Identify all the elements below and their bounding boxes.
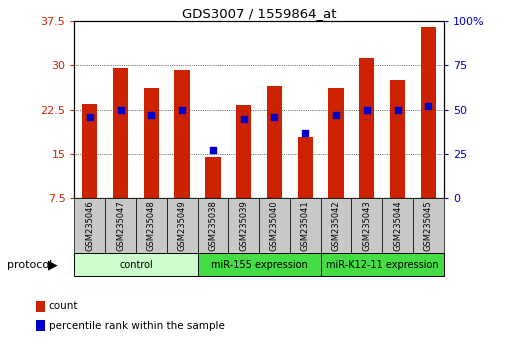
Text: GSM235041: GSM235041 xyxy=(301,200,310,251)
Bar xyxy=(328,88,344,198)
Bar xyxy=(174,70,190,198)
Point xyxy=(209,148,217,153)
Bar xyxy=(267,86,282,198)
Text: GSM235042: GSM235042 xyxy=(331,200,341,251)
Bar xyxy=(321,253,444,276)
Text: GSM235049: GSM235049 xyxy=(177,200,187,251)
Bar xyxy=(167,198,198,253)
Text: GSM235047: GSM235047 xyxy=(116,200,125,251)
Bar xyxy=(198,253,321,276)
Text: GSM235046: GSM235046 xyxy=(85,200,94,251)
Text: percentile rank within the sample: percentile rank within the sample xyxy=(49,321,225,331)
Text: miR-K12-11 expression: miR-K12-11 expression xyxy=(326,259,439,270)
Point xyxy=(301,130,309,136)
Bar xyxy=(321,198,351,253)
Text: GSM235039: GSM235039 xyxy=(239,200,248,251)
Point xyxy=(363,107,371,113)
Bar xyxy=(198,198,228,253)
Text: GSM235043: GSM235043 xyxy=(362,200,371,251)
Bar xyxy=(136,198,167,253)
Text: GSM235038: GSM235038 xyxy=(208,200,218,251)
Point xyxy=(424,103,432,109)
Bar xyxy=(228,198,259,253)
Bar xyxy=(205,157,221,198)
Text: GSM235040: GSM235040 xyxy=(270,200,279,251)
Point xyxy=(86,114,94,120)
Text: miR-155 expression: miR-155 expression xyxy=(211,259,307,270)
Point xyxy=(270,114,279,120)
Text: ▶: ▶ xyxy=(48,258,57,271)
Bar xyxy=(382,198,413,253)
Bar xyxy=(236,105,251,198)
Point xyxy=(147,112,155,118)
Bar xyxy=(144,88,159,198)
Text: protocol: protocol xyxy=(7,260,52,270)
Bar xyxy=(82,104,97,198)
Bar xyxy=(74,198,105,253)
Bar xyxy=(113,68,128,198)
Bar xyxy=(105,198,136,253)
Bar xyxy=(298,137,313,198)
Point xyxy=(332,112,340,118)
Text: GSM235048: GSM235048 xyxy=(147,200,156,251)
Bar xyxy=(74,253,198,276)
Point xyxy=(178,107,186,113)
Bar xyxy=(359,58,374,198)
Bar xyxy=(351,198,382,253)
Point xyxy=(116,107,125,113)
Bar xyxy=(421,27,436,198)
Bar xyxy=(290,198,321,253)
Point xyxy=(240,116,248,121)
Bar xyxy=(259,198,290,253)
Text: control: control xyxy=(119,259,153,270)
Point xyxy=(393,107,402,113)
Text: GSM235045: GSM235045 xyxy=(424,200,433,251)
Text: GSM235044: GSM235044 xyxy=(393,200,402,251)
Bar xyxy=(413,198,444,253)
Text: count: count xyxy=(49,301,78,311)
Bar xyxy=(390,80,405,198)
Title: GDS3007 / 1559864_at: GDS3007 / 1559864_at xyxy=(182,7,337,20)
